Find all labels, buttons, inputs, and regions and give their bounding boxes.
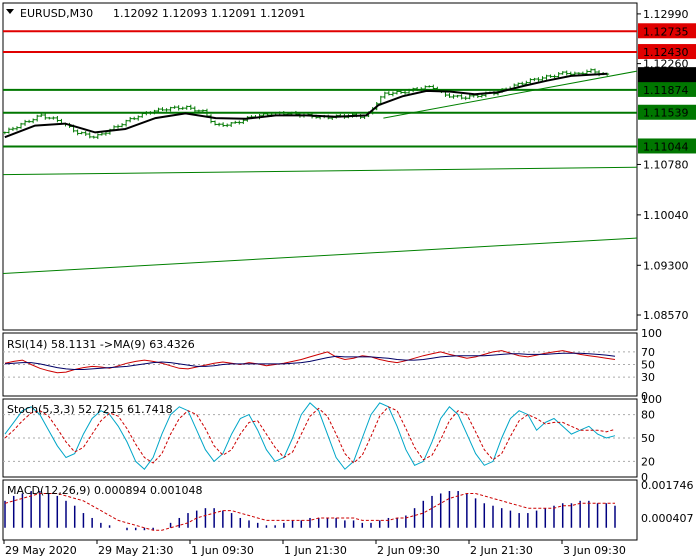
stoch-tick-label: 80 [641, 409, 655, 422]
stoch-k-line [4, 402, 616, 470]
resistance-label-0-bg [638, 23, 696, 39]
price-tick-label: 1.12990 [643, 8, 689, 21]
header-dropdown-icon [6, 9, 14, 14]
resistance-label-1: 1.12430 [643, 46, 689, 59]
time-tick-label: 1 Jun 21:30 [284, 544, 347, 557]
support-label-1-bg [638, 104, 696, 120]
macd-pane [4, 491, 616, 531]
pane-frames [2, 2, 638, 541]
macd-frame [2, 479, 638, 541]
price-tick-label: 1.09300 [643, 259, 689, 272]
stoch-title: Stoch(5,3,3) 52.7215 61.7418 [7, 403, 173, 416]
rsi-tick-label: 0 [641, 390, 648, 403]
rsi-ma-line [4, 352, 616, 370]
price-pane [2, 30, 638, 274]
rsi-title: RSI(14) 58.1131 ->MA(9) 63.4326 [7, 338, 195, 351]
rsi-tick-label: 100 [641, 327, 662, 340]
support-label-2-bg [638, 138, 696, 154]
support-label-2: 1.11044 [643, 140, 689, 153]
current-price-label-bg [638, 67, 696, 83]
resistance-label-0: 1.12735 [643, 25, 689, 38]
current-price-label: 1.12091 [643, 69, 689, 82]
moving-average-line [4, 72, 608, 139]
time-tick-label: 3 Jun 09:30 [563, 544, 626, 557]
resistance-label-1-bg [638, 44, 696, 60]
rsi-tick-label: 70 [641, 346, 655, 359]
stoch-tick-label: 100 [641, 393, 662, 406]
rsi-tick-label: 30 [641, 371, 655, 384]
macd-tick-label: 0.001746 [641, 479, 694, 492]
channel-line-2 [383, 70, 638, 119]
price-header-symbol: EURUSD,M30 [20, 7, 93, 20]
stoch-tick-label: 0 [641, 471, 648, 484]
channel-line-0 [2, 166, 638, 176]
price-tick-label: 1.10780 [643, 158, 689, 171]
time-tick-label: 29 May 21:30 [98, 544, 173, 557]
support-label-0-bg [638, 81, 696, 97]
stoch-pane [3, 402, 637, 470]
price-header-ohlc: 1.12092 1.12093 1.12091 1.12091 [113, 7, 305, 20]
stoch-tick-label: 50 [641, 432, 655, 445]
macd-tick-label: 0.000407 [641, 512, 694, 525]
support-label-0: 1.11874 [643, 84, 689, 97]
price-tick-label: 1.08570 [643, 309, 689, 322]
rsi-tick-label: 50 [641, 359, 655, 372]
channel-line-1 [2, 237, 638, 274]
time-tick-label: 2 Jun 09:30 [377, 544, 440, 557]
macd-signal-line [4, 493, 615, 531]
support-label-1: 1.11539 [643, 107, 689, 120]
price-tick-label: 1.10040 [643, 209, 689, 222]
axis-labels: 1.129901.122601.107801.100401.093001.085… [3, 8, 696, 557]
price-frame [2, 2, 638, 331]
time-tick-label: 1 Jun 09:30 [191, 544, 254, 557]
rsi-pane [3, 350, 637, 378]
stoch-d-line [4, 406, 616, 464]
time-tick-label: 2 Jun 21:30 [470, 544, 533, 557]
stoch-tick-label: 20 [641, 455, 655, 468]
macd-title: MACD(12,26,9) 0.000894 0.001048 [7, 484, 203, 497]
time-tick-label: 29 May 2020 [5, 544, 77, 557]
